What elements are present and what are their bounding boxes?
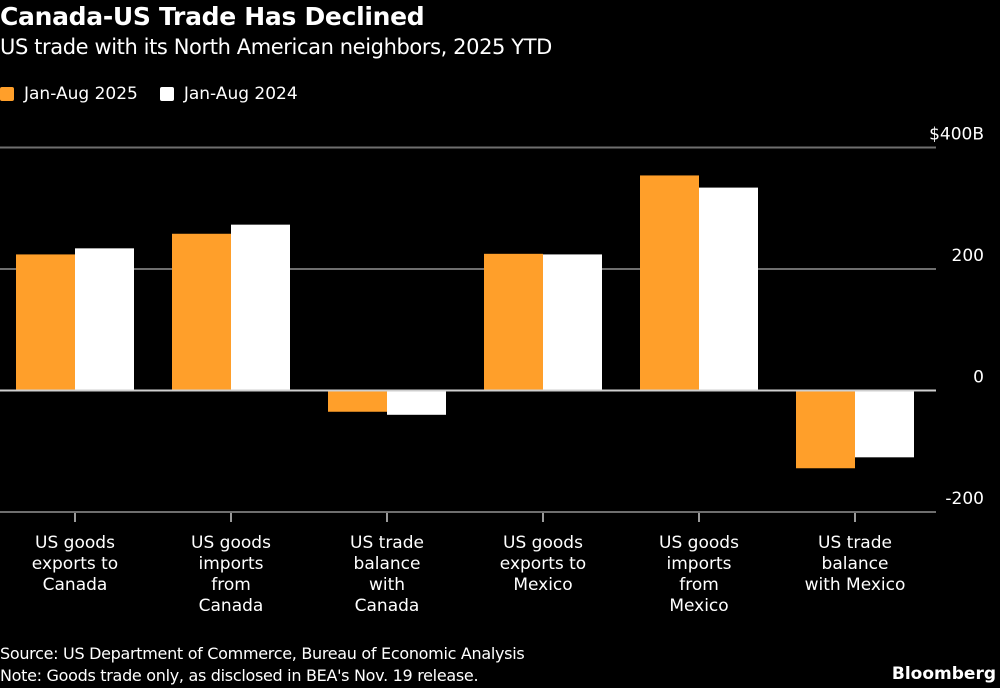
legend-item-2025: Jan-Aug 2025 bbox=[0, 84, 138, 104]
chart-title: Canada-US Trade Has Declined bbox=[0, 2, 425, 31]
legend-label-2025: Jan-Aug 2025 bbox=[24, 84, 138, 104]
bar-2024 bbox=[387, 390, 446, 415]
bar-2025 bbox=[172, 233, 231, 391]
y-tick-label: -200 bbox=[945, 489, 984, 509]
source-note: Source: US Department of Commerce, Burea… bbox=[0, 644, 525, 663]
legend-label-2024: Jan-Aug 2024 bbox=[183, 84, 298, 104]
y-tick-label: 0 bbox=[973, 368, 984, 388]
x-tick-label: US goods exports to Canada bbox=[32, 533, 118, 595]
legend: Jan-Aug 2025 Jan-Aug 2024 bbox=[0, 84, 320, 104]
legend-item-2024: Jan-Aug 2024 bbox=[159, 84, 298, 104]
legend-swatch-2025 bbox=[0, 87, 14, 101]
x-tick-label: US trade balance with Mexico bbox=[805, 533, 906, 595]
bloomberg-logo: Bloomberg bbox=[891, 664, 996, 684]
bar-2025 bbox=[16, 254, 75, 391]
bar-2025 bbox=[796, 390, 855, 469]
footnote: Note: Goods trade only, as disclosed in … bbox=[0, 666, 479, 685]
bar-2024 bbox=[75, 248, 134, 391]
bar-chart: -200 0 200 $400B US goods exports to Canada US … bbox=[0, 125, 984, 616]
bar-2024 bbox=[855, 390, 914, 458]
bar-2024 bbox=[543, 254, 602, 391]
bar-2025 bbox=[640, 175, 699, 391]
x-tick-label: US goods imports from Mexico bbox=[659, 533, 739, 616]
y-tick-label: 200 bbox=[952, 246, 984, 266]
chart-subtitle: US trade with its North American neighbo… bbox=[0, 35, 552, 59]
y-tick-label: $400B bbox=[929, 125, 984, 145]
x-tick-label: US trade balance with Canada bbox=[350, 533, 424, 616]
legend-swatch-2024 bbox=[159, 87, 174, 101]
bar-2024 bbox=[231, 224, 290, 391]
x-tick-label: US goods exports to Mexico bbox=[500, 533, 586, 595]
bar-2025 bbox=[328, 390, 387, 412]
x-tick-label: US goods imports from Canada bbox=[191, 533, 271, 616]
bar-2024 bbox=[699, 187, 758, 391]
bar-2025 bbox=[484, 253, 543, 391]
